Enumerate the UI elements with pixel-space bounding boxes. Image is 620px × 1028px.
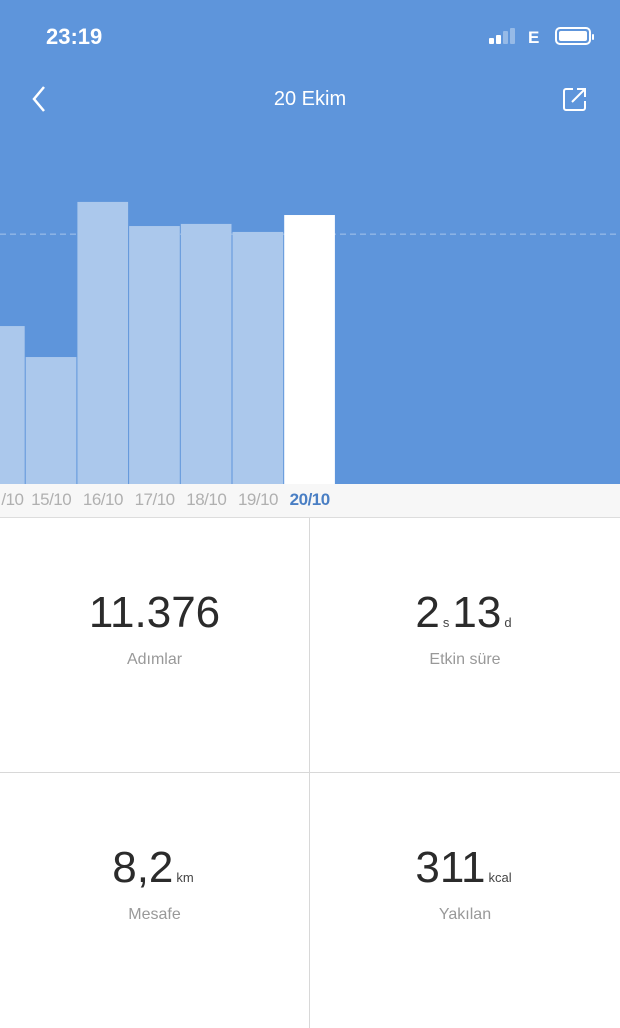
stat-value: 311 kcal <box>310 843 620 893</box>
bar-14-10[interactable] <box>0 326 25 484</box>
bar-16-10[interactable] <box>77 201 129 484</box>
date-label[interactable]: 16/10 <box>82 490 124 509</box>
status-time: 23:19 <box>46 24 103 49</box>
bar-20-10[interactable] <box>284 215 335 484</box>
stats-grid: 11.376 Adımlar 2 s13 d Etkin süre 8,2 km Mesafe 3… <box>0 518 620 1028</box>
stat-steps[interactable]: 11.376 Adımlar <box>0 518 310 773</box>
value-unit: d <box>504 615 512 630</box>
value-unit: km <box>176 870 194 885</box>
value-unit: s <box>442 615 450 630</box>
stat-label: Yakılan <box>438 906 492 923</box>
battery-icon <box>555 27 594 45</box>
stat-value: 8,2 km <box>0 843 309 893</box>
stat-label: Mesafe <box>128 906 181 923</box>
signal-icon <box>489 28 515 44</box>
bar-19-10[interactable] <box>232 231 284 484</box>
date-axis: /10 15/10 16/10 17/10 18/10 19/10 20/10 <box>0 484 620 518</box>
value-number: 2 <box>415 588 440 637</box>
date-label[interactable]: 15/10 <box>31 490 72 509</box>
stat-label: Adımlar <box>126 651 183 668</box>
network-type: E <box>528 28 540 47</box>
value-number: 311 <box>415 843 486 892</box>
bar-15-10[interactable] <box>25 357 77 484</box>
date-label[interactable]: 20/10 <box>289 490 331 509</box>
bar-17-10[interactable] <box>129 226 180 484</box>
stat-value: 2 s13 d <box>310 588 620 638</box>
stat-value: 11.376 <box>0 588 309 638</box>
back-button[interactable] <box>28 84 58 114</box>
share-button[interactable] <box>562 86 588 112</box>
value-number: 8,2 <box>112 843 174 892</box>
value-number: 13 <box>452 588 502 637</box>
date-label[interactable]: 19/10 <box>237 490 279 509</box>
stat-calories[interactable]: 311 kcal Yakılan <box>310 773 620 1028</box>
stat-label: Etkin süre <box>429 651 501 668</box>
date-label[interactable]: 18/10 <box>186 490 227 509</box>
value-number: 11.376 <box>88 588 221 637</box>
page-title: 20 Ekim <box>273 88 347 110</box>
header-area: 23:19 E 20 Ekim <box>0 0 620 484</box>
date-label[interactable]: 17/10 <box>134 490 176 509</box>
stat-active-time[interactable]: 2 s13 d Etkin süre <box>310 518 620 773</box>
bar-18-10[interactable] <box>180 223 232 484</box>
steps-chart[interactable] <box>0 0 620 484</box>
value-unit: kcal <box>488 870 512 885</box>
date-label[interactable]: /10 <box>1 490 24 509</box>
stat-distance[interactable]: 8,2 km Mesafe <box>0 773 310 1028</box>
